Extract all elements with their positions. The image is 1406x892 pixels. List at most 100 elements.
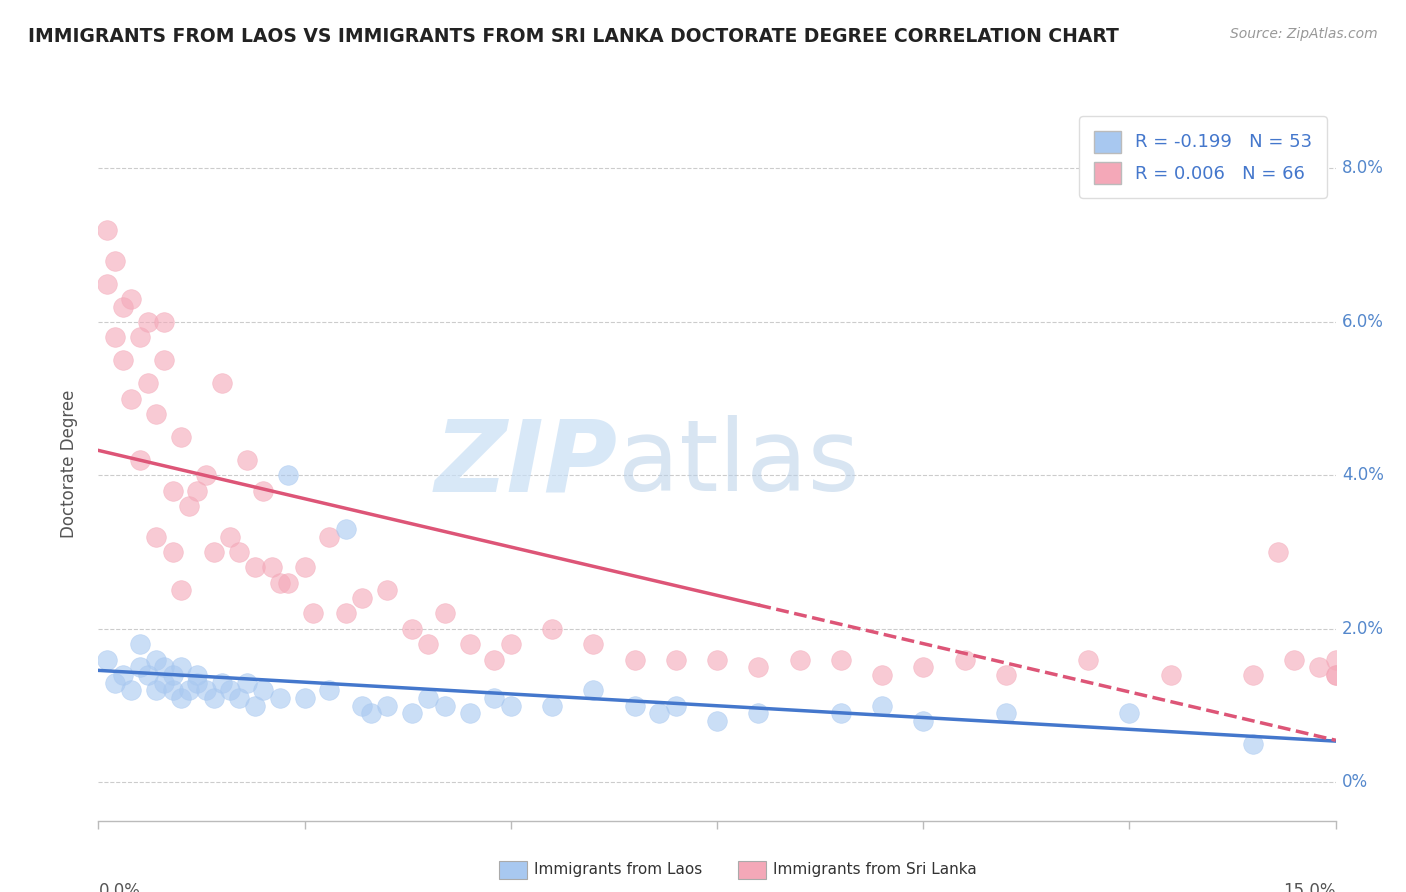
Point: [789, 652, 811, 666]
Point: [219, 683, 242, 698]
Point: [623, 698, 645, 713]
Point: [153, 675, 176, 690]
Point: [128, 330, 150, 344]
Point: [194, 468, 217, 483]
Point: [243, 698, 266, 713]
Point: [104, 253, 127, 268]
Point: [162, 683, 184, 698]
Point: [458, 706, 481, 721]
Point: [211, 376, 233, 391]
Point: [375, 583, 398, 598]
Point: [1241, 668, 1264, 682]
Point: [170, 690, 193, 705]
Point: [162, 483, 184, 498]
Point: [228, 690, 250, 705]
Point: [994, 706, 1017, 721]
Point: [170, 583, 193, 598]
Point: [202, 545, 225, 559]
Text: Immigrants from Sri Lanka: Immigrants from Sri Lanka: [773, 863, 977, 877]
Point: [582, 637, 605, 651]
Point: [136, 376, 159, 391]
Point: [1077, 652, 1099, 666]
Point: [277, 468, 299, 483]
Point: [96, 652, 118, 666]
Point: [953, 652, 976, 666]
Point: [401, 622, 423, 636]
Point: [186, 675, 208, 690]
Point: [375, 698, 398, 713]
Point: [352, 591, 374, 606]
Point: [112, 353, 135, 368]
Point: [648, 706, 671, 721]
Point: [145, 530, 167, 544]
Point: [870, 668, 893, 682]
Point: [458, 637, 481, 651]
Point: [302, 607, 325, 621]
Point: [136, 315, 159, 329]
Point: [1308, 660, 1330, 674]
Point: [706, 652, 728, 666]
Point: [128, 660, 150, 674]
Point: [360, 706, 382, 721]
Point: [994, 668, 1017, 682]
Point: [352, 698, 374, 713]
Point: [499, 637, 522, 651]
Point: [830, 652, 852, 666]
Point: [277, 575, 299, 590]
Point: [433, 607, 456, 621]
Point: [582, 683, 605, 698]
Text: 0.0%: 0.0%: [98, 882, 141, 892]
Point: [202, 690, 225, 705]
Text: 6.0%: 6.0%: [1341, 313, 1384, 331]
Point: [1324, 668, 1347, 682]
Point: [128, 453, 150, 467]
Point: [1267, 545, 1289, 559]
Point: [912, 660, 935, 674]
Text: 15.0%: 15.0%: [1284, 882, 1336, 892]
Point: [830, 706, 852, 721]
Point: [484, 690, 506, 705]
Point: [219, 530, 242, 544]
Text: Immigrants from Laos: Immigrants from Laos: [534, 863, 703, 877]
Point: [294, 690, 316, 705]
Point: [162, 545, 184, 559]
Text: IMMIGRANTS FROM LAOS VS IMMIGRANTS FROM SRI LANKA DOCTORATE DEGREE CORRELATION C: IMMIGRANTS FROM LAOS VS IMMIGRANTS FROM …: [28, 27, 1119, 45]
Point: [335, 522, 357, 536]
Point: [170, 430, 193, 444]
Point: [243, 560, 266, 574]
Point: [294, 560, 316, 574]
Point: [194, 683, 217, 698]
Point: [136, 668, 159, 682]
Text: 4.0%: 4.0%: [1341, 467, 1384, 484]
Point: [153, 660, 176, 674]
Point: [665, 698, 688, 713]
Point: [153, 315, 176, 329]
Point: [112, 300, 135, 314]
Point: [104, 675, 127, 690]
Text: 8.0%: 8.0%: [1341, 160, 1384, 178]
Point: [401, 706, 423, 721]
Point: [186, 668, 208, 682]
Text: ZIP: ZIP: [434, 416, 619, 512]
Point: [145, 683, 167, 698]
Point: [236, 675, 259, 690]
Point: [179, 683, 201, 698]
Point: [236, 453, 259, 467]
Point: [870, 698, 893, 713]
Point: [335, 607, 357, 621]
Point: [228, 545, 250, 559]
Point: [170, 660, 193, 674]
Text: 0%: 0%: [1341, 773, 1368, 791]
Point: [104, 330, 127, 344]
Point: [186, 483, 208, 498]
Point: [269, 575, 291, 590]
Point: [120, 392, 142, 406]
Point: [269, 690, 291, 705]
Point: [541, 622, 564, 636]
Point: [153, 353, 176, 368]
Point: [1241, 737, 1264, 751]
Point: [1324, 668, 1347, 682]
Point: [541, 698, 564, 713]
Point: [128, 637, 150, 651]
Point: [1118, 706, 1140, 721]
